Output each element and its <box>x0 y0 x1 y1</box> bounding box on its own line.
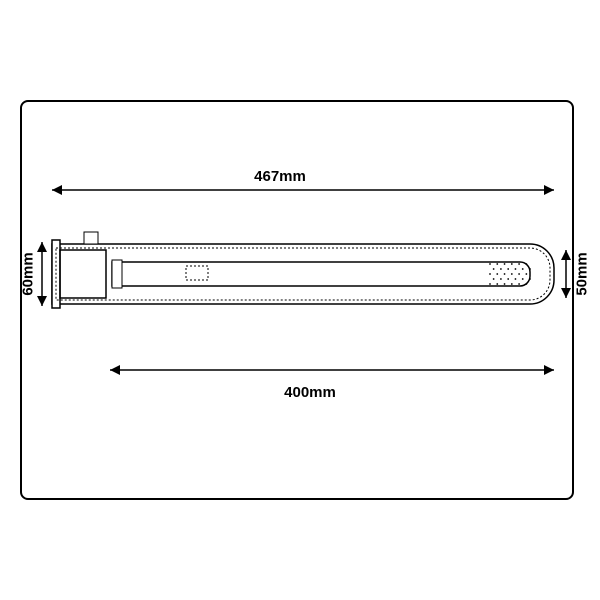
diagram-svg <box>0 0 600 600</box>
